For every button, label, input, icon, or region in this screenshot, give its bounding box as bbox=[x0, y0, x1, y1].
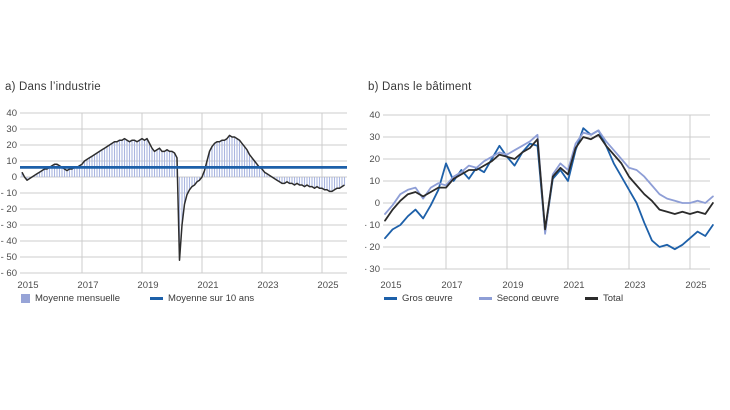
chart-b-title: b) Dans le bâtiment bbox=[368, 81, 472, 93]
svg-text:2019: 2019 bbox=[502, 280, 523, 291]
svg-text:- 30: - 30 bbox=[1, 220, 17, 231]
svg-text:30: 30 bbox=[369, 132, 380, 143]
svg-text:2015: 2015 bbox=[380, 280, 401, 291]
svg-text:2021: 2021 bbox=[197, 280, 218, 291]
chart-b-legend: Gros œuvre Second œuvre Total bbox=[384, 293, 623, 304]
chart-a-title: a) Dans l’industrie bbox=[5, 81, 101, 93]
svg-text:2015: 2015 bbox=[17, 280, 38, 291]
svg-text:30: 30 bbox=[6, 124, 17, 135]
svg-text:40: 40 bbox=[6, 108, 17, 119]
legend-item-second-oeuvre: Second œuvre bbox=[478, 293, 559, 304]
legend-label: Moyenne mensuelle bbox=[35, 293, 121, 304]
svg-text:2025: 2025 bbox=[317, 280, 338, 291]
legend-item-moyenne-mensuelle: Moyenne mensuelle bbox=[21, 293, 120, 304]
svg-text:2023: 2023 bbox=[257, 280, 278, 291]
monthly-average-swatch-icon bbox=[21, 294, 30, 303]
legend-item-gros-oeuvre: Gros œuvre bbox=[384, 293, 453, 304]
svg-text:10: 10 bbox=[369, 176, 380, 187]
legend-label: Second œuvre bbox=[496, 293, 559, 304]
svg-text:20: 20 bbox=[369, 154, 380, 165]
svg-text:2023: 2023 bbox=[624, 280, 645, 291]
svg-text:- 50: - 50 bbox=[1, 252, 17, 263]
svg-text:- 60: - 60 bbox=[1, 268, 17, 279]
svg-text:- 10: - 10 bbox=[365, 220, 380, 231]
chart-a-legend: Moyenne mensuelle Moyenne sur 10 ans bbox=[21, 293, 254, 304]
svg-text:20: 20 bbox=[6, 140, 17, 151]
svg-text:2021: 2021 bbox=[563, 280, 584, 291]
svg-text:2017: 2017 bbox=[441, 280, 462, 291]
legend-label: Total bbox=[603, 293, 624, 304]
second-oeuvre-line-icon bbox=[478, 297, 492, 300]
legend-label: Moyenne sur 10 ans bbox=[168, 293, 255, 304]
svg-text:2025: 2025 bbox=[685, 280, 706, 291]
svg-text:40: 40 bbox=[369, 110, 380, 121]
svg-text:0: 0 bbox=[12, 172, 17, 183]
svg-text:2017: 2017 bbox=[77, 280, 98, 291]
legend-item-moyenne-10-ans: Moyenne sur 10 ans bbox=[150, 293, 254, 304]
legend-label: Gros œuvre bbox=[402, 293, 453, 304]
svg-text:- 10: - 10 bbox=[1, 188, 17, 199]
legend-item-total: Total bbox=[585, 293, 623, 304]
svg-text:- 20: - 20 bbox=[1, 204, 17, 215]
total-line-icon bbox=[585, 297, 598, 300]
svg-text:0: 0 bbox=[375, 198, 380, 209]
ten-year-average-line-icon bbox=[150, 297, 164, 300]
gros-oeuvre-line-icon bbox=[384, 297, 397, 300]
svg-text:- 30: - 30 bbox=[365, 264, 380, 275]
svg-text:10: 10 bbox=[6, 156, 17, 167]
svg-text:- 40: - 40 bbox=[1, 236, 17, 247]
svg-text:- 20: - 20 bbox=[365, 242, 380, 253]
svg-text:2019: 2019 bbox=[137, 280, 158, 291]
